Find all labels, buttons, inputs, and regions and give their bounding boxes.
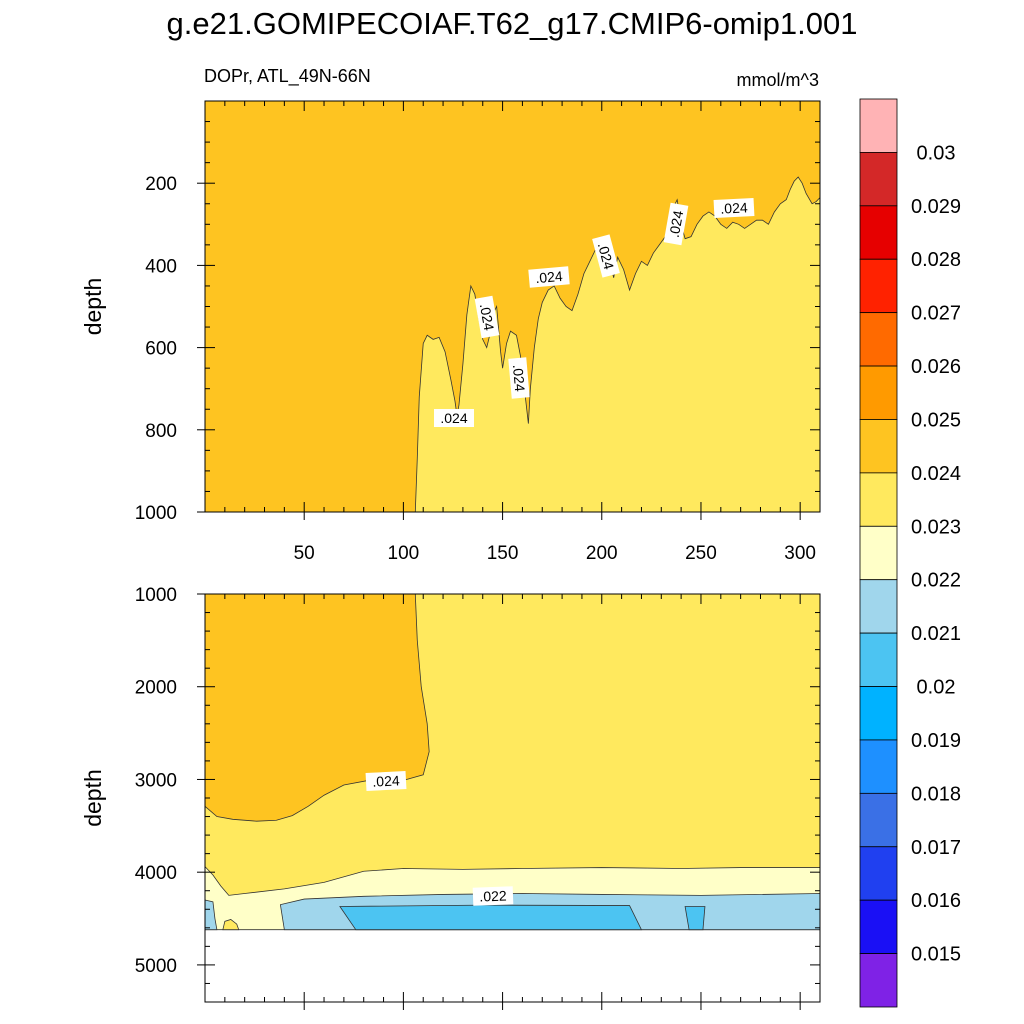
lower-contour-label-2-bg (472, 886, 514, 906)
upper-contour-label-3-bg (508, 357, 530, 399)
upper-y-tick-label: 200 (145, 174, 177, 195)
upper-contour-label-2-text: .024 (477, 302, 498, 332)
upper-x-tick-label: 50 (294, 543, 315, 564)
colorbar-swatch (859, 258, 898, 314)
upper-contour-label-7-bg (713, 197, 755, 219)
upper-contour-label-5-bg (592, 234, 620, 278)
lower-panel: 1000 2000 3000 4000 5000 depth .024 .022 (80, 585, 821, 1010)
colorbar-label: 0.023 (911, 516, 961, 538)
colorbar-swatch (859, 632, 898, 687)
lower-y-tick-label: 1000 (135, 585, 177, 606)
colorbar-label: 0.016 (911, 890, 961, 912)
colorbar-swatch (859, 686, 898, 741)
colorbar-swatch (859, 953, 898, 1008)
lower-contour-label-1: .024 (365, 770, 407, 792)
colorbar-swatch (859, 98, 898, 153)
upper-x-tick-label: 300 (784, 543, 816, 564)
upper-contour-label-1-text: .024 (440, 410, 467, 426)
lower-contour-label-2: .022 (472, 886, 514, 906)
upper-contour-label-2: .024 (474, 295, 500, 339)
lower-y-tick-label: 3000 (135, 770, 177, 791)
lower-y-tick-label: 5000 (135, 956, 177, 977)
upper-contour-label-3: .024 (508, 357, 530, 399)
upper-contour-label-6-bg (663, 202, 689, 246)
colorbar-label: 0.015 (911, 944, 961, 966)
lower-contour-label-2-text: .022 (479, 888, 507, 905)
colorbar-label: 0.024 (911, 463, 961, 485)
colorbar-swatch (859, 739, 898, 794)
upper-contour-label-4: .024 (528, 266, 570, 288)
colorbar-label: 0.028 (911, 249, 961, 271)
units-label: mmol/m^3 (736, 70, 819, 90)
colorbar-swatch (859, 525, 898, 581)
colorbar-swatch (859, 152, 898, 207)
lower-y-tick-label: 2000 (135, 678, 177, 699)
colorbar-label: 0.019 (911, 730, 961, 752)
upper-y-tick-label: 400 (145, 256, 177, 277)
colorbar-label: 0.027 (911, 303, 961, 325)
colorbar-swatch (859, 472, 898, 527)
upper-contour-label-3-text: .024 (510, 364, 528, 393)
colorbar-label: 0.021 (911, 623, 961, 645)
colorbar-swatch (859, 579, 898, 634)
colorbar-label: 0.026 (911, 356, 961, 378)
colorbar-swatch (859, 846, 898, 901)
colorbar-label: 0.03 (917, 142, 956, 164)
colorbar-swatch (859, 365, 898, 420)
upper-contour-label-1: .024 (434, 409, 474, 427)
colorbar-swatch (859, 792, 898, 848)
lower-contour-label-1-bg (365, 770, 407, 792)
colorbar-swatch (859, 205, 898, 260)
lower-y-tick-label: 4000 (135, 863, 177, 884)
upper-y-tick-label: 1000 (135, 503, 177, 524)
colorbar-label: 0.02 (917, 677, 956, 699)
upper-contour-label-7-text: .024 (720, 199, 748, 216)
lower-region-0p020-0p021-small (684, 906, 706, 931)
colorbar-label: 0.022 (911, 570, 961, 592)
upper-contour-label-7: .024 (713, 197, 755, 219)
colorbar-label: 0.025 (911, 409, 961, 431)
colorbar-label: 0.018 (911, 783, 961, 805)
colorbar-label: 0.029 (911, 196, 961, 218)
lower-region-0p024-0p025 (204, 593, 430, 822)
upper-contour-label-5: .024 (592, 234, 620, 278)
upper-contour-label-4-text: .024 (535, 268, 564, 286)
lower-region-0p020-0p021 (339, 904, 643, 931)
upper-contour-label-1-bg (434, 409, 474, 427)
upper-y-tick-label: 800 (145, 421, 177, 442)
upper-x-tick-label: 250 (685, 543, 717, 564)
upper-contour-label-6: .024 (663, 202, 689, 246)
lower-contour-label-1-text: .024 (372, 772, 400, 789)
colorbar-swatch (859, 419, 898, 474)
lower-y-axis-label: depth (80, 769, 106, 827)
upper-x-tick-label: 100 (388, 543, 420, 564)
colorbar-swatch (859, 312, 898, 367)
colorbar-swatch (859, 899, 898, 954)
chart-subtitle: DOPr, ATL_49N-66N (204, 66, 371, 86)
upper-y-tick-label: 600 (145, 339, 177, 360)
colorbar-label: 0.017 (911, 837, 961, 859)
upper-contour-label-4-bg (528, 266, 570, 288)
upper-contour-label-6-text: .024 (666, 209, 687, 239)
upper-x-tick-label: 150 (487, 543, 519, 564)
upper-contour-label-2-bg (474, 295, 500, 339)
upper-y-axis-label: depth (80, 278, 106, 336)
upper-contour-label-5-text: .024 (595, 241, 618, 272)
lower-region-bump (222, 919, 240, 931)
chart-title: g.e21.GOMIPECOIAF.T62_g17.CMIP6-omip1.00… (166, 6, 858, 41)
upper-panel: 50 100 150 200 250 300 200 400 600 800 1000 depth .0… (80, 100, 821, 564)
colorbar: 0.03 0.029 0.028 0.027 0.026 0.025 0.024 0.023 0… (859, 98, 961, 1008)
upper-x-tick-label: 200 (586, 543, 618, 564)
